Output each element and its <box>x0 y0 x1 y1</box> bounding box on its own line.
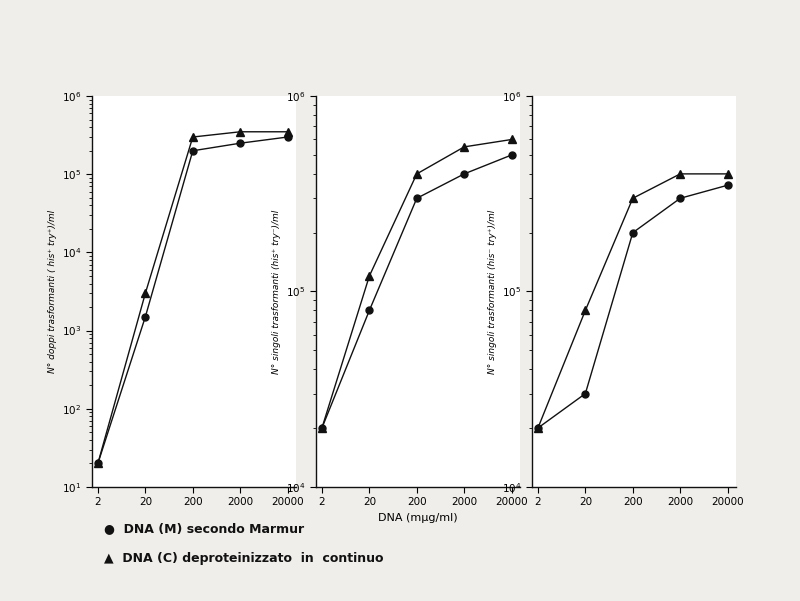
Y-axis label: N° singoli trasformanti (his⁺ try⁻)/ml: N° singoli trasformanti (his⁺ try⁻)/ml <box>271 209 281 374</box>
Text: ●  DNA (M) secondo Marmur: ● DNA (M) secondo Marmur <box>104 522 304 535</box>
Y-axis label: N° singoli trasformanti (his⁻ try⁺)/ml: N° singoli trasformanti (his⁻ try⁺)/ml <box>487 209 497 374</box>
Y-axis label: N° doppi trasformanti ( his⁺ try⁺)/ml: N° doppi trasformanti ( his⁺ try⁺)/ml <box>47 210 57 373</box>
X-axis label: DNA (mμg/ml): DNA (mμg/ml) <box>378 513 458 523</box>
Text: ▲  DNA (C) deproteinizzato  in  continuo: ▲ DNA (C) deproteinizzato in continuo <box>104 552 383 565</box>
